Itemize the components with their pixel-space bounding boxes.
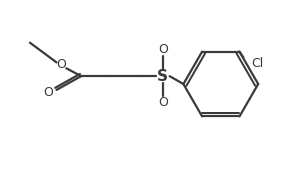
Text: O: O	[158, 96, 168, 109]
Text: O: O	[158, 43, 168, 56]
Text: O: O	[57, 58, 66, 71]
Text: S: S	[157, 69, 168, 84]
Text: O: O	[44, 86, 54, 99]
Text: Cl: Cl	[251, 57, 263, 70]
